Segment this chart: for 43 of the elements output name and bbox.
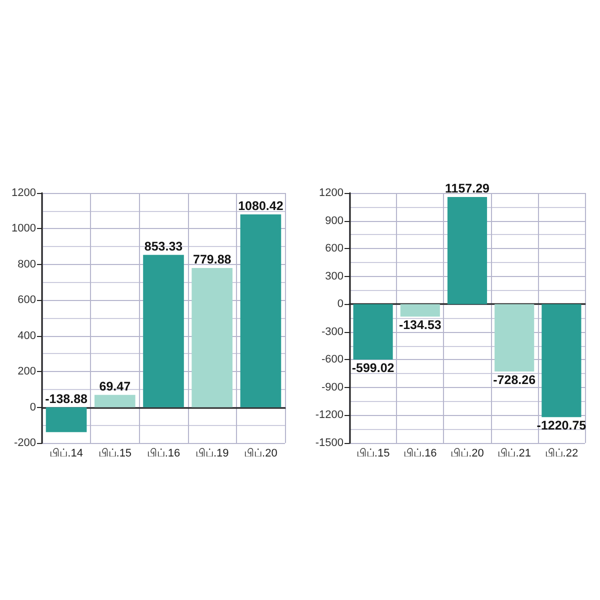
y-tick-label: 1200 [319, 187, 344, 199]
x-tick-label: பிப்.15 [356, 448, 390, 460]
x-tick-label: பிப்.21 [498, 448, 531, 460]
y-tick-label: 1000 [12, 222, 36, 235]
data-label: -1220.75 [536, 418, 586, 433]
x-tick-label: பிப்.16 [146, 448, 180, 460]
y-tick-label: -300 [321, 326, 344, 338]
data-label: -728.26 [493, 373, 536, 388]
x-tick-label: பிப்.20 [244, 448, 278, 460]
y-tick-label: -900 [321, 381, 344, 394]
y-tick-label: -600 [321, 354, 344, 366]
data-label: -599.02 [352, 361, 394, 376]
bar [192, 268, 233, 408]
data-label: -134.53 [398, 318, 442, 332]
data-label: 69.47 [99, 379, 131, 394]
x-tick-label: பிப்.15 [98, 448, 132, 460]
y-tick-label: 0 [337, 298, 344, 310]
data-label: 853.33 [144, 239, 183, 254]
data-label: 1157.29 [445, 181, 490, 196]
y-tick-label: 1200 [12, 187, 36, 199]
bar [94, 394, 136, 408]
x-tick-label: பிப்.22 [544, 448, 578, 460]
y-tick-label: -1200 [315, 409, 344, 422]
x-tick-label: பிப்.14 [50, 448, 83, 460]
data-label: 779.88 [192, 252, 232, 267]
y-tick-label: 300 [325, 270, 344, 282]
data-label: -138.88 [45, 392, 88, 406]
y-tick-label: 600 [18, 294, 36, 306]
x-tick-label: பிப்.20 [450, 448, 484, 460]
y-tick-label: -200 [14, 437, 36, 449]
y-tick-label: 900 [325, 214, 344, 227]
bar [143, 254, 184, 408]
bar [240, 214, 282, 408]
x-tick-label: பிப்.19 [195, 448, 229, 460]
y-tick-label: 0 [30, 401, 36, 414]
y-tick-label: 600 [325, 242, 344, 255]
x-tick-label: பிப்.16 [404, 448, 437, 460]
y-tick-label: -1500 [315, 437, 344, 449]
y-tick-label: 200 [18, 366, 36, 378]
bar [46, 407, 87, 432]
y-tick-label: 400 [18, 330, 36, 342]
y-tick-label: 800 [18, 258, 36, 270]
data-label: 1080.42 [238, 198, 284, 213]
